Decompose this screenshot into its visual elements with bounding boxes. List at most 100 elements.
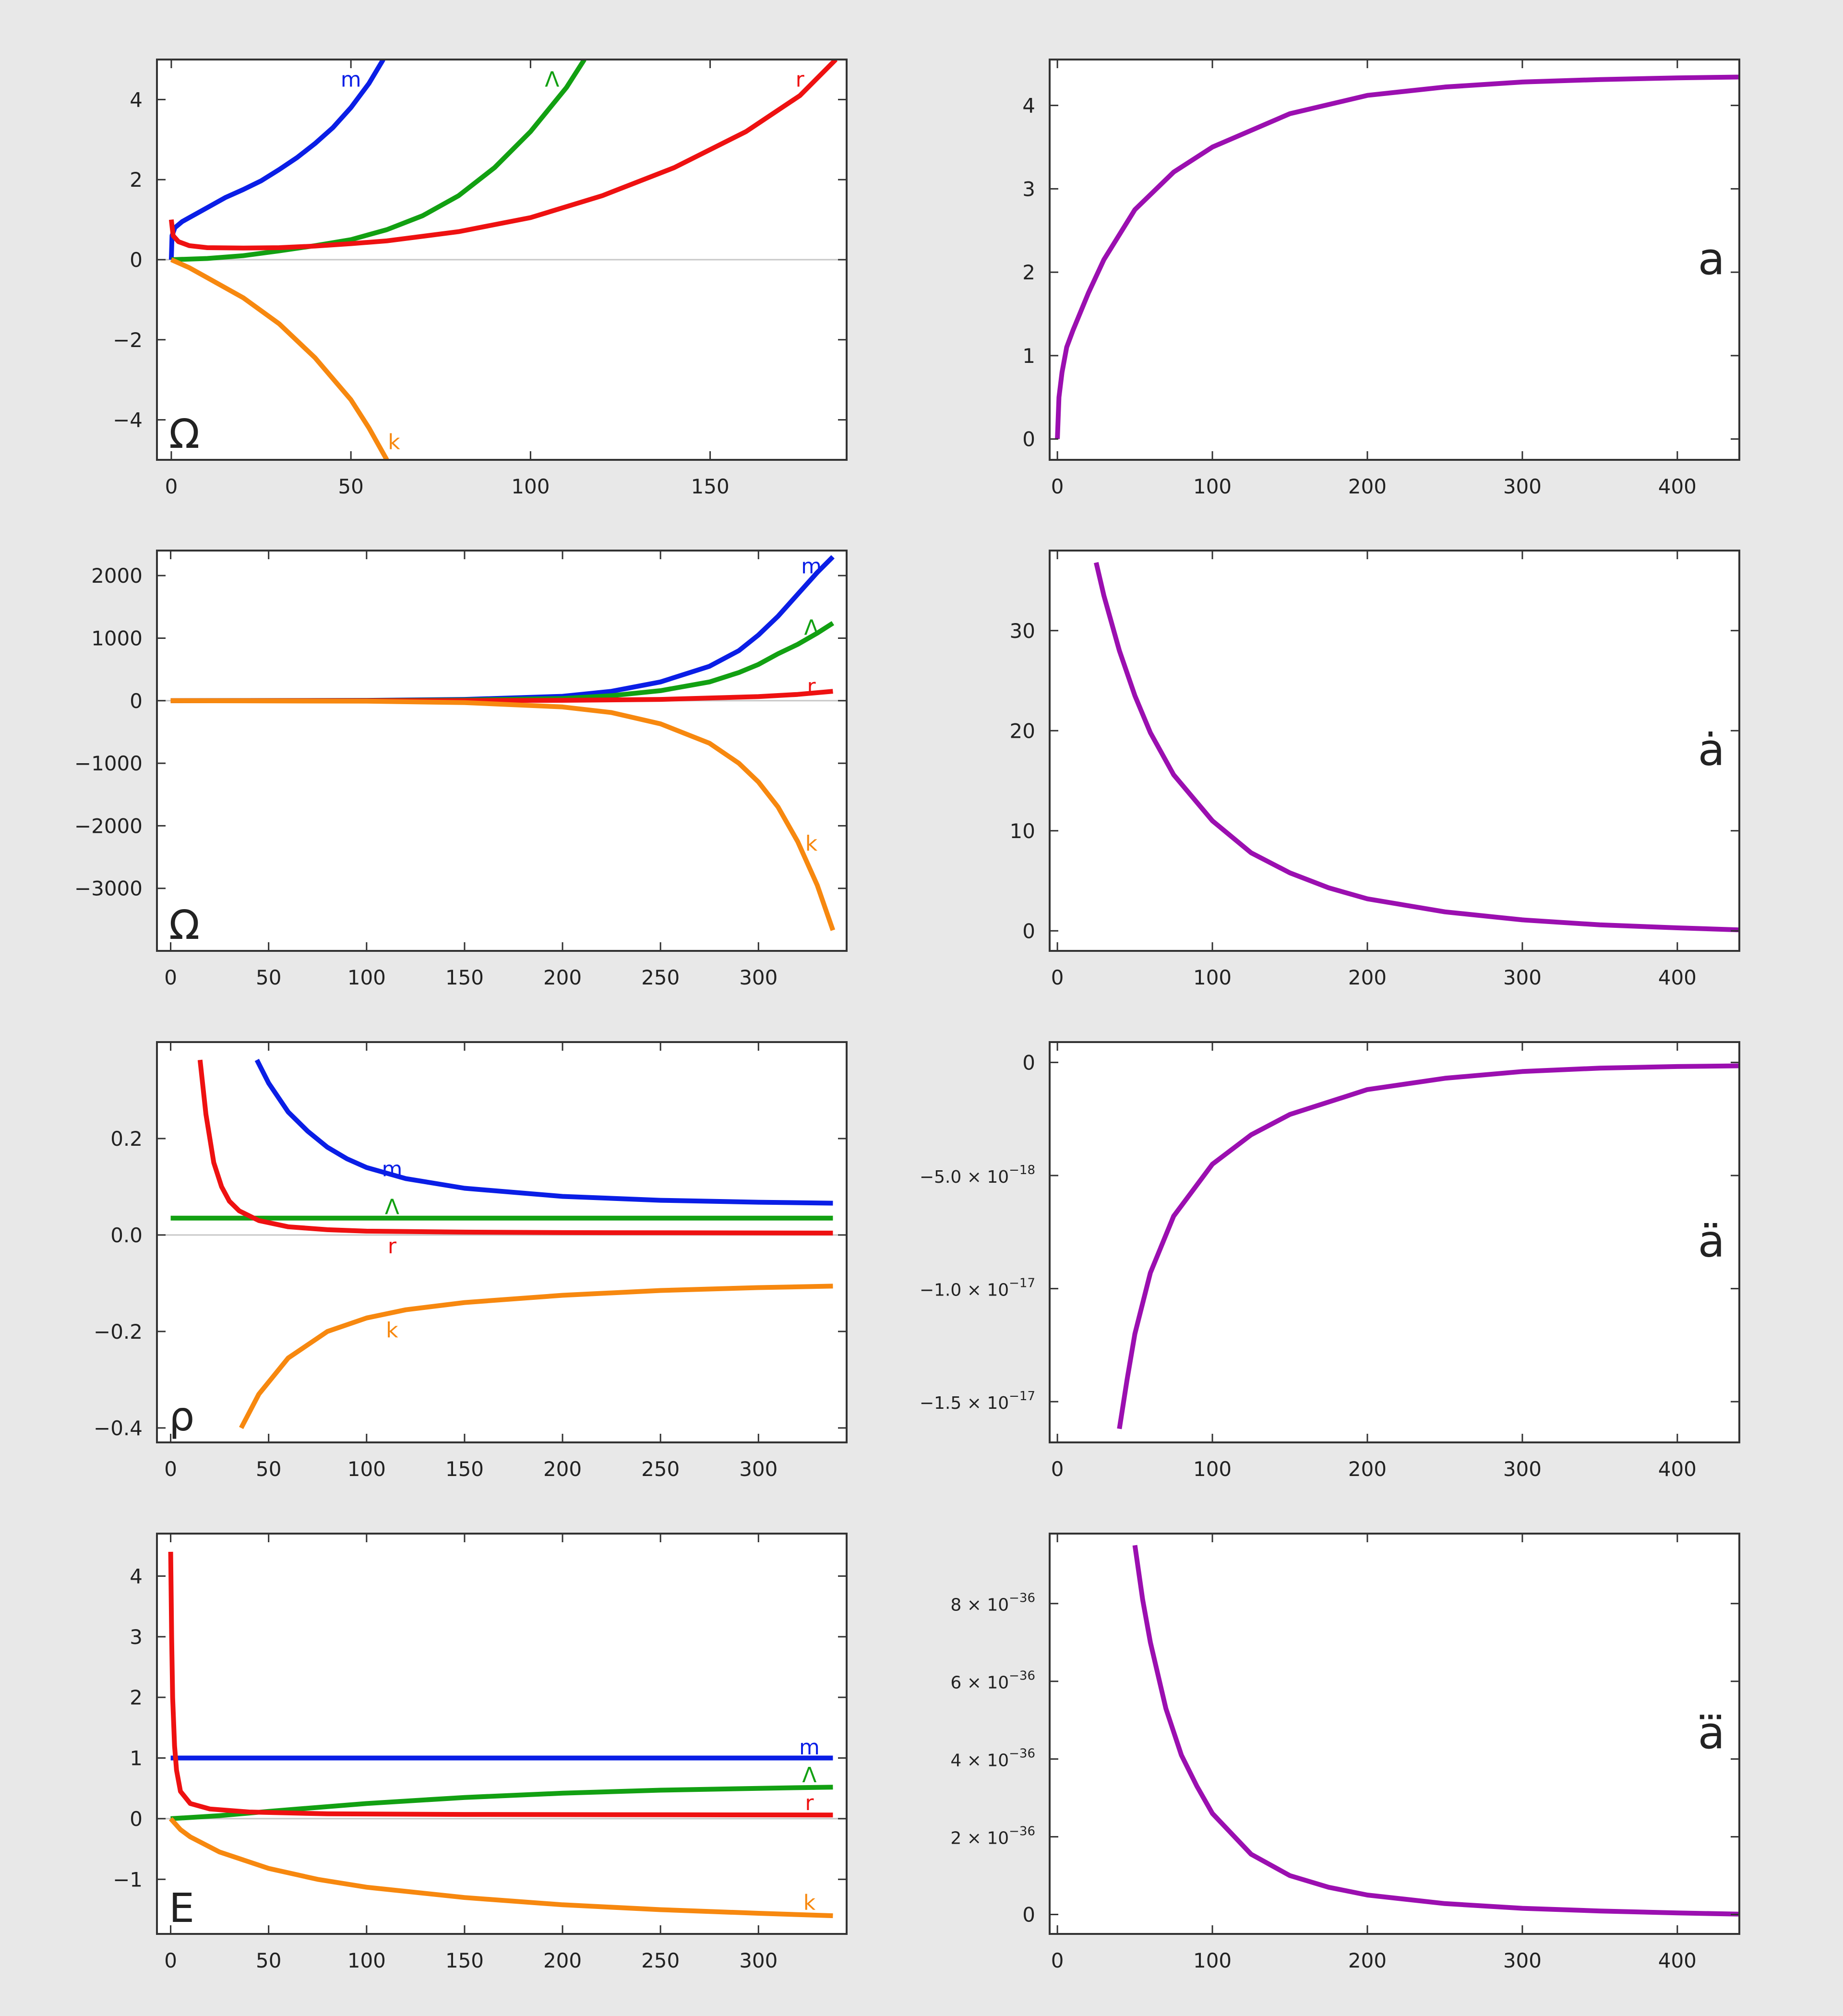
y-tick-label: 0.0 bbox=[110, 1224, 143, 1247]
series-group bbox=[1132, 1545, 1739, 1917]
x-tick-label: 0 bbox=[1051, 1949, 1064, 1972]
series-line-Λ bbox=[170, 1785, 833, 1821]
y-tick-times: × 10 bbox=[961, 1281, 1009, 1300]
y-tick-mantissa: 2 bbox=[950, 1829, 961, 1848]
panel-label: a⃛ bbox=[1698, 1707, 1725, 1759]
x-tick-label: 150 bbox=[691, 475, 730, 498]
x-tick-label: 400 bbox=[1658, 1949, 1697, 1972]
x-tick-label: 300 bbox=[1503, 966, 1542, 989]
x-tick-label: 100 bbox=[1193, 966, 1232, 989]
series-line-m bbox=[254, 1058, 833, 1206]
panel-label: E bbox=[169, 1884, 194, 1932]
y-tick-times: × 10 bbox=[961, 1167, 1009, 1187]
series-label-k: k bbox=[805, 831, 818, 856]
y-tick-label: 4 bbox=[130, 88, 143, 111]
series-group bbox=[170, 555, 836, 931]
y-tick-times: × 10 bbox=[961, 1751, 1009, 1771]
y-tick-label: 1 bbox=[1022, 344, 1035, 368]
x-tick-label: 200 bbox=[1348, 475, 1387, 498]
y-tick-mantissa: −5.0 bbox=[920, 1167, 961, 1187]
chart-a-ddot: 0 100 200 300 400−1.5 × 10−17−1.0 × 10−17−5.… bbox=[920, 1041, 1740, 1481]
x-tick-label: 250 bbox=[641, 1949, 680, 1972]
plot-frame bbox=[1049, 1041, 1740, 1443]
y-tick-times: × 10 bbox=[961, 1596, 1009, 1615]
x-tick-label: 100 bbox=[347, 1949, 386, 1972]
series-group bbox=[1094, 562, 1739, 933]
series-group bbox=[1117, 1063, 1739, 1429]
chart-rho: 0 50 100 150 200 250 300 −0.4 −0.2 0.0 0.2 mΛr k ρ bbox=[94, 1041, 848, 1481]
x-tick-label: 300 bbox=[1503, 1457, 1542, 1481]
panel-label: Ω bbox=[169, 901, 200, 948]
x-tick-label: 0 bbox=[1051, 1457, 1064, 1481]
y-tick-times: × 10 bbox=[961, 1673, 1009, 1693]
series-label-r: r bbox=[807, 674, 816, 699]
x-tick-label: 50 bbox=[256, 966, 281, 989]
y-tick-exponent: −17 bbox=[1009, 1276, 1035, 1291]
x-tick-label: 150 bbox=[445, 1457, 484, 1481]
y-tick-exponent: −36 bbox=[1009, 1591, 1035, 1606]
y-tick-label: 6 × 10−36 bbox=[950, 1669, 1035, 1693]
y-tick-mantissa: −1.0 bbox=[920, 1281, 961, 1300]
y-tick-label: 8 × 10−36 bbox=[950, 1591, 1035, 1615]
y-tick-label: −2 bbox=[113, 328, 143, 352]
series-line-k bbox=[168, 1817, 833, 1919]
series-group bbox=[168, 60, 838, 460]
plot-frame bbox=[1049, 1533, 1740, 1935]
series-label-Λ: Λ bbox=[385, 1195, 399, 1220]
series-label-k: k bbox=[386, 1318, 398, 1343]
series-label-m: m bbox=[799, 1735, 820, 1760]
y-tick-label: 2 bbox=[130, 168, 143, 192]
plot-area bbox=[1050, 60, 1739, 460]
y-tick-label: −0.4 bbox=[94, 1416, 143, 1440]
y-tick-label: −2000 bbox=[74, 814, 143, 838]
series-line-Λ bbox=[171, 60, 586, 262]
panel-label: ρ bbox=[169, 1393, 194, 1440]
series-line-r bbox=[168, 60, 838, 251]
x-tick-label: 300 bbox=[1503, 475, 1542, 498]
y-tick-label: −5.0 × 10−18 bbox=[920, 1163, 1035, 1187]
y-tick-label: 0.2 bbox=[110, 1127, 143, 1151]
series-line-a bbox=[1055, 74, 1739, 439]
y-tick-label: −1 bbox=[113, 1868, 143, 1891]
series-line-a-dot bbox=[1094, 562, 1739, 933]
plot-frame bbox=[156, 1533, 848, 1935]
y-tick-mantissa: 8 bbox=[950, 1596, 961, 1615]
plot-area bbox=[157, 551, 847, 951]
y-tick-label: −0.2 bbox=[94, 1320, 143, 1344]
panel-label: Ω bbox=[169, 410, 200, 457]
y-tick-label: 2000 bbox=[91, 564, 143, 588]
x-tick-label: 100 bbox=[511, 475, 550, 498]
x-tick-label: 250 bbox=[641, 1457, 680, 1481]
series-label-Λ: Λ bbox=[802, 1763, 816, 1788]
x-tick-label: 0 bbox=[165, 475, 178, 498]
x-tick-label: 0 bbox=[164, 1457, 177, 1481]
series-group bbox=[170, 1058, 833, 1429]
panel-label: a bbox=[1698, 233, 1725, 285]
x-tick-label: 50 bbox=[256, 1457, 281, 1481]
y-tick-label: 10 bbox=[1010, 819, 1035, 843]
y-tick-times: × 10 bbox=[961, 1829, 1009, 1848]
plot-frame bbox=[1049, 550, 1740, 952]
y-tick-label: −4 bbox=[113, 408, 143, 432]
y-tick-mantissa: 4 bbox=[950, 1751, 961, 1771]
x-tick-label: 200 bbox=[1348, 1949, 1387, 1972]
y-tick-label: 0 bbox=[1022, 428, 1035, 451]
y-tick-label: 0 bbox=[1022, 1051, 1035, 1074]
series-line-a-dddot bbox=[1132, 1545, 1739, 1917]
x-tick-label: 400 bbox=[1658, 475, 1697, 498]
y-tick-label: 1000 bbox=[91, 626, 143, 650]
x-tick-label: 200 bbox=[543, 1457, 582, 1481]
y-tick-exponent: −36 bbox=[1009, 1824, 1035, 1839]
plot-area bbox=[1050, 1042, 1739, 1442]
x-tick-label: 100 bbox=[1193, 475, 1232, 498]
y-tick-label: 4 bbox=[1022, 94, 1035, 118]
plot-frame bbox=[1049, 59, 1740, 461]
x-tick-label: 100 bbox=[1193, 1949, 1232, 1972]
chart-a: 0 100 200 300 400 0 1 2 3 4 a bbox=[1022, 59, 1740, 498]
y-tick-label: 3 bbox=[130, 1625, 143, 1649]
series-label-k: k bbox=[388, 430, 400, 454]
x-tick-label: 50 bbox=[256, 1949, 281, 1972]
plot-area bbox=[157, 1534, 847, 1934]
